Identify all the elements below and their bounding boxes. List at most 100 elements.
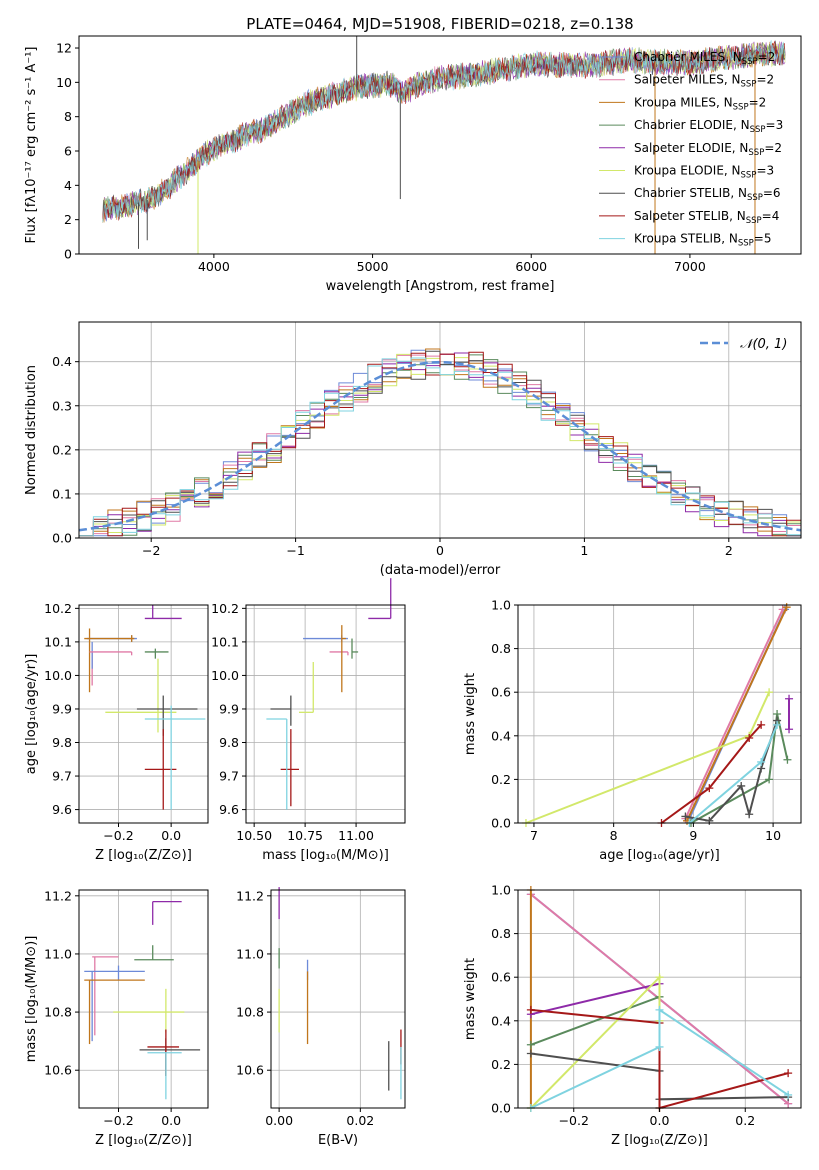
y-tick-label: 9.9 xyxy=(52,701,72,716)
mass-vs-extinction-panel: 0.00 0.02 10.6 10.8 11.0 11.2 E(B-V) xyxy=(236,887,406,1148)
y-axis-label: mass [log₁₀(M/M⊙)] xyxy=(24,936,39,1063)
y-tick-label: 0.1 xyxy=(52,486,72,501)
y-tick-label: 9.9 xyxy=(219,701,239,716)
residuals-panel: −2 −1 0 1 2 0.0 0.1 0.2 0.3 0.4 (data-model)/error… xyxy=(24,321,802,578)
x-axis-label: Z [log₁₀(Z/Z⊙)] xyxy=(95,1133,192,1148)
y-tick-label: 0 xyxy=(64,247,72,262)
weight-line-chabrier_stelib xyxy=(685,720,779,822)
x-axis-label: age [log₁₀(age/yr)] xyxy=(599,848,720,863)
normal-curve xyxy=(78,360,802,532)
weight-marker xyxy=(784,1069,793,1078)
weight-vs-metallicity-panel: −0.2 0.0 0.2 0.0 0.2 0.4 0.6 0.8 1.0 Z [log₁₀(Z/Z… xyxy=(463,883,802,1148)
weight-marker xyxy=(655,973,664,982)
y-axis-label: mass weight xyxy=(463,958,478,1040)
axes-frame xyxy=(78,604,209,824)
y-tick-label: 0.0 xyxy=(52,531,72,546)
weight-marker xyxy=(773,720,782,729)
mass-vs-metallicity-panel: −0.2 0.0 10.6 10.8 11.0 11.2 Z [log₁₀(Z/Z⊙)] ma… xyxy=(24,888,209,1148)
axes-frame xyxy=(78,889,209,1109)
y-tick-label: 0.6 xyxy=(491,685,511,700)
x-tick-label: 7000 xyxy=(674,259,706,274)
axes-frame xyxy=(517,604,802,824)
weight-vs-age-panel: 7 8 9 10 0.0 0.2 0.4 0.6 0.8 1.0 age [log₁₀(age/yr… xyxy=(463,598,802,863)
weight-marker xyxy=(783,755,792,764)
y-tick-label: 6 xyxy=(64,144,72,159)
y-axis-label: age [log₁₀(age/yr)] xyxy=(24,654,39,775)
weight-marker xyxy=(705,784,714,793)
x-tick-label: 0.0 xyxy=(650,1113,670,1128)
y-axis-label: Normed distribution xyxy=(24,365,39,495)
histogram-salpeter_stelib xyxy=(79,351,801,537)
y-tick-label: 0.2 xyxy=(52,442,72,457)
y-tick-label: 0.2 xyxy=(491,1057,511,1072)
y-tick-label: 10.6 xyxy=(44,1063,72,1078)
x-tick-label: 10.50 xyxy=(236,828,272,843)
y-tick-label: 9.8 xyxy=(52,735,72,750)
weight-line-chabrier_elodie xyxy=(690,713,789,824)
axes-frame xyxy=(245,604,406,824)
legend-label: Salpeter STELIB, NSSP=4 xyxy=(634,209,779,226)
x-axis-label: wavelength [Angstrom, rest frame] xyxy=(326,279,555,294)
weight-marker xyxy=(745,810,754,819)
weight-line-kroupa_stelib xyxy=(530,1008,789,1109)
y-tick-label: 0.4 xyxy=(491,728,511,743)
y-tick-label: 0.8 xyxy=(491,926,511,941)
x-tick-label: 0.2 xyxy=(735,1113,755,1128)
weight-line-salpeter_stelib xyxy=(660,724,762,824)
y-tick-label: 10.6 xyxy=(236,1063,264,1078)
legend-label: Kroupa STELIB, NSSP=5 xyxy=(634,232,772,249)
y-tick-label: 9.7 xyxy=(219,769,239,784)
y-tick-label: 4 xyxy=(64,178,72,193)
weight-line-kroupa_miles xyxy=(686,606,788,822)
x-tick-label: 0 xyxy=(436,543,444,558)
y-tick-label: 0.0 xyxy=(491,1101,511,1116)
weight-marker xyxy=(757,720,766,729)
weight-marker xyxy=(784,1090,793,1099)
x-tick-label: 4000 xyxy=(198,259,230,274)
age-vs-mass-panel: 10.50 10.75 11.00 9.6 9.7 9.8 9.9 10.0 10.1 10.2 m… xyxy=(211,578,406,863)
y-tick-label: 11.2 xyxy=(236,888,264,903)
y-tick-label: 9.7 xyxy=(52,769,72,784)
spectrum-panel: 4000 5000 6000 7000 0 2 4 6 8 10 12 wavelength [Ang… xyxy=(24,15,802,294)
y-tick-label: 9.6 xyxy=(219,802,239,817)
spectrum-line-kroupa_stelib xyxy=(102,40,786,223)
y-tick-label: 11.0 xyxy=(236,946,264,961)
chart-title: PLATE=0464, MJD=51908, FIBERID=0218, z=0… xyxy=(246,15,633,33)
x-tick-label: −2 xyxy=(142,543,160,558)
weight-line-salpeter_elodie xyxy=(530,982,660,1016)
x-axis-label: Z [log₁₀(Z/Z⊙)] xyxy=(95,848,192,863)
y-tick-label: 12 xyxy=(56,41,72,56)
weight-line-chabrier_elodie xyxy=(530,995,661,1108)
weight-line-salpeter_stelib xyxy=(530,1008,789,1110)
x-tick-label: 8 xyxy=(610,828,618,843)
legend-label: Chabrier STELIB, NSSP=6 xyxy=(634,186,781,203)
legend-label: Kroupa MILES, NSSP=2 xyxy=(634,95,766,112)
weight-marker xyxy=(737,781,746,790)
y-tick-label: 0.3 xyxy=(52,398,72,413)
x-axis-label: mass [log₁₀(M/M⊙)] xyxy=(262,848,389,863)
weight-marker xyxy=(745,733,754,742)
y-tick-label: 0.6 xyxy=(491,970,511,985)
y-tick-label: 0.8 xyxy=(491,641,511,656)
legend-label: Salpeter MILES, NSSP=2 xyxy=(634,73,774,90)
y-tick-label: 8 xyxy=(64,109,72,124)
weight-marker xyxy=(785,694,794,703)
x-tick-label: −1 xyxy=(286,543,304,558)
weight-line-salpeter_miles xyxy=(684,608,784,820)
y-tick-label: 0.4 xyxy=(491,1013,511,1028)
x-tick-label: 7 xyxy=(530,828,538,843)
y-tick-label: 10 xyxy=(56,75,72,90)
x-tick-label: −0.2 xyxy=(103,828,133,843)
x-tick-label: 11.00 xyxy=(338,828,374,843)
legend-label: 𝒩(0, 1) xyxy=(740,337,787,352)
x-tick-label: 0.0 xyxy=(161,1113,181,1128)
spectrum-line-kroupa_elodie xyxy=(102,41,786,219)
y-tick-label: 10.1 xyxy=(44,634,72,649)
y-tick-label: 1.0 xyxy=(491,598,511,613)
y-tick-label: 0.4 xyxy=(52,354,72,369)
y-tick-label: 0.2 xyxy=(491,772,511,787)
spectrum-lines xyxy=(102,36,786,254)
legend-label: Kroupa ELODIE, NSSP=3 xyxy=(634,164,774,181)
y-tick-label: 10.8 xyxy=(236,1005,264,1020)
weight-line-kroupa_stelib xyxy=(688,724,779,824)
